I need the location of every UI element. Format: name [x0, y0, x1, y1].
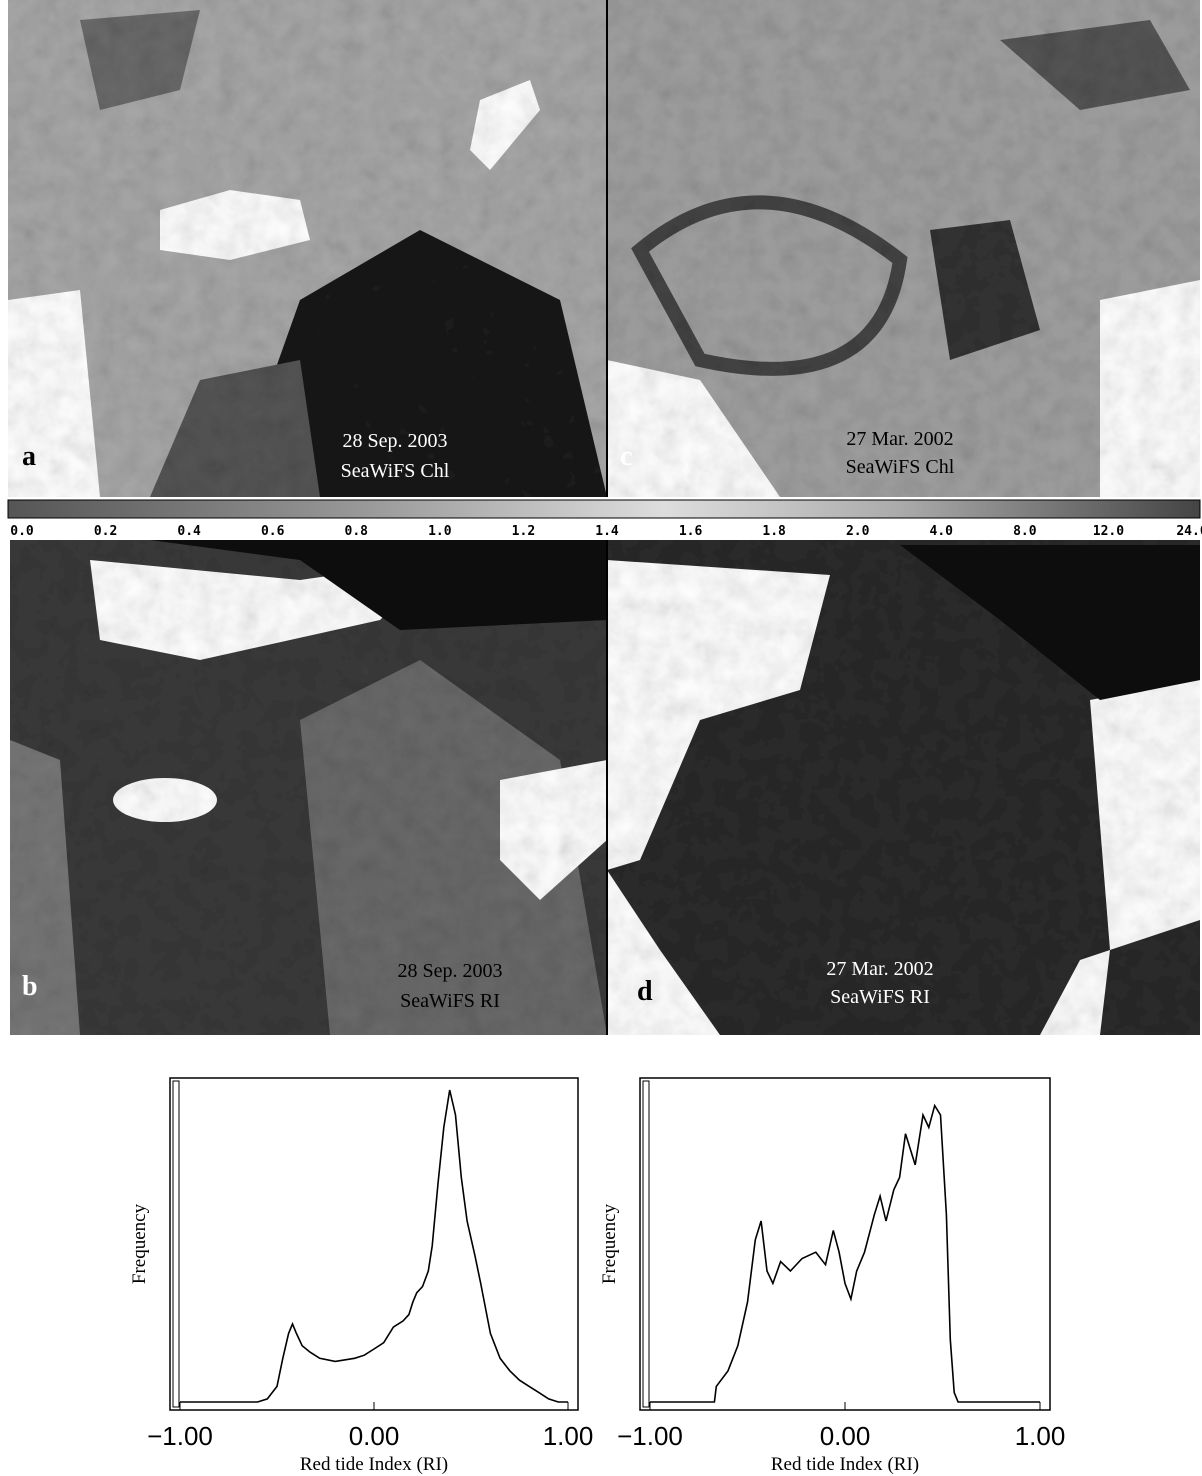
- x-tick-label: 1.00: [1015, 1421, 1066, 1451]
- histogram-line: [180, 1090, 568, 1402]
- panel-label: c: [620, 441, 632, 472]
- colorbar-label: 1.8: [762, 524, 786, 539]
- panel-label: d: [637, 976, 653, 1007]
- colorbar-label: 0.4: [177, 524, 201, 539]
- x-axis-title: Red tide Index (RI): [300, 1454, 448, 1475]
- colorbar-label: 1.4: [595, 524, 619, 539]
- colorbar-label: 1.6: [679, 524, 703, 539]
- x-tick-label: 0.00: [349, 1421, 400, 1451]
- panel-date: 27 Mar. 2002: [846, 428, 953, 450]
- colorbar-label: 0.6: [261, 524, 285, 539]
- panel-product: SeaWiFS RI: [830, 986, 930, 1008]
- histogram-line: [650, 1106, 1040, 1402]
- panel-date: 28 Sep. 2003: [343, 430, 448, 452]
- frame-inner: [173, 1081, 179, 1407]
- colorbar-label: 8.0: [1013, 524, 1037, 539]
- image-panel-c: [607, 0, 1200, 497]
- colorbar-label: 2.0: [846, 524, 870, 539]
- colorbar-label: 0.0: [10, 524, 34, 539]
- panel-date: 28 Sep. 2003: [398, 960, 503, 982]
- colorbar-label: 12.0: [1093, 524, 1124, 539]
- colorbar-label: 4.0: [930, 524, 954, 539]
- image-panel-b: [10, 540, 607, 1035]
- colorbar-label: 1.0: [428, 524, 452, 539]
- x-axis-title: Red tide Index (RI): [771, 1454, 919, 1475]
- x-tick-label: −1.00: [617, 1421, 683, 1451]
- frame-inner: [643, 1081, 649, 1407]
- figure: 0.0 0.2 0.4 0.6 0.8 1.0 1.2 1.4 1.6 1.8 2.0 4.0 8.0 1…: [0, 0, 1202, 1476]
- colorbar-label: 0.8: [345, 524, 369, 539]
- x-tick-label: 0.00: [820, 1421, 871, 1451]
- panel-date: 27 Mar. 2002: [826, 958, 933, 980]
- y-axis-title: Frequency: [129, 1203, 150, 1284]
- y-axis-title: Frequency: [599, 1203, 620, 1284]
- image-panel-a: [8, 0, 607, 497]
- panel-product: SeaWiFS Chl: [341, 460, 450, 482]
- colorbar-label: 1.2: [512, 524, 535, 539]
- colorbar-labels: 0.0 0.2 0.4 0.6 0.8 1.0 1.2 1.4 1.6 1.8 2.0 4.0 8.0 1…: [10, 524, 1202, 539]
- panel-product: SeaWiFS RI: [400, 990, 500, 1012]
- plot-frame: [170, 1078, 578, 1410]
- colorbar: [8, 500, 1200, 518]
- histograms: −1.00 0.00 1.00 Red tide Index (RI) Frequenc…: [129, 1078, 1065, 1475]
- plot-frame: [640, 1078, 1050, 1410]
- colorbar-label: 24.0: [1176, 524, 1202, 539]
- panel-label: a: [22, 441, 36, 472]
- panel-product: SeaWiFS Chl: [846, 456, 955, 478]
- x-tick-label: −1.00: [147, 1421, 213, 1451]
- x-tick-label: 1.00: [543, 1421, 594, 1451]
- panel-label: b: [22, 971, 38, 1002]
- colorbar-label: 0.2: [94, 524, 117, 539]
